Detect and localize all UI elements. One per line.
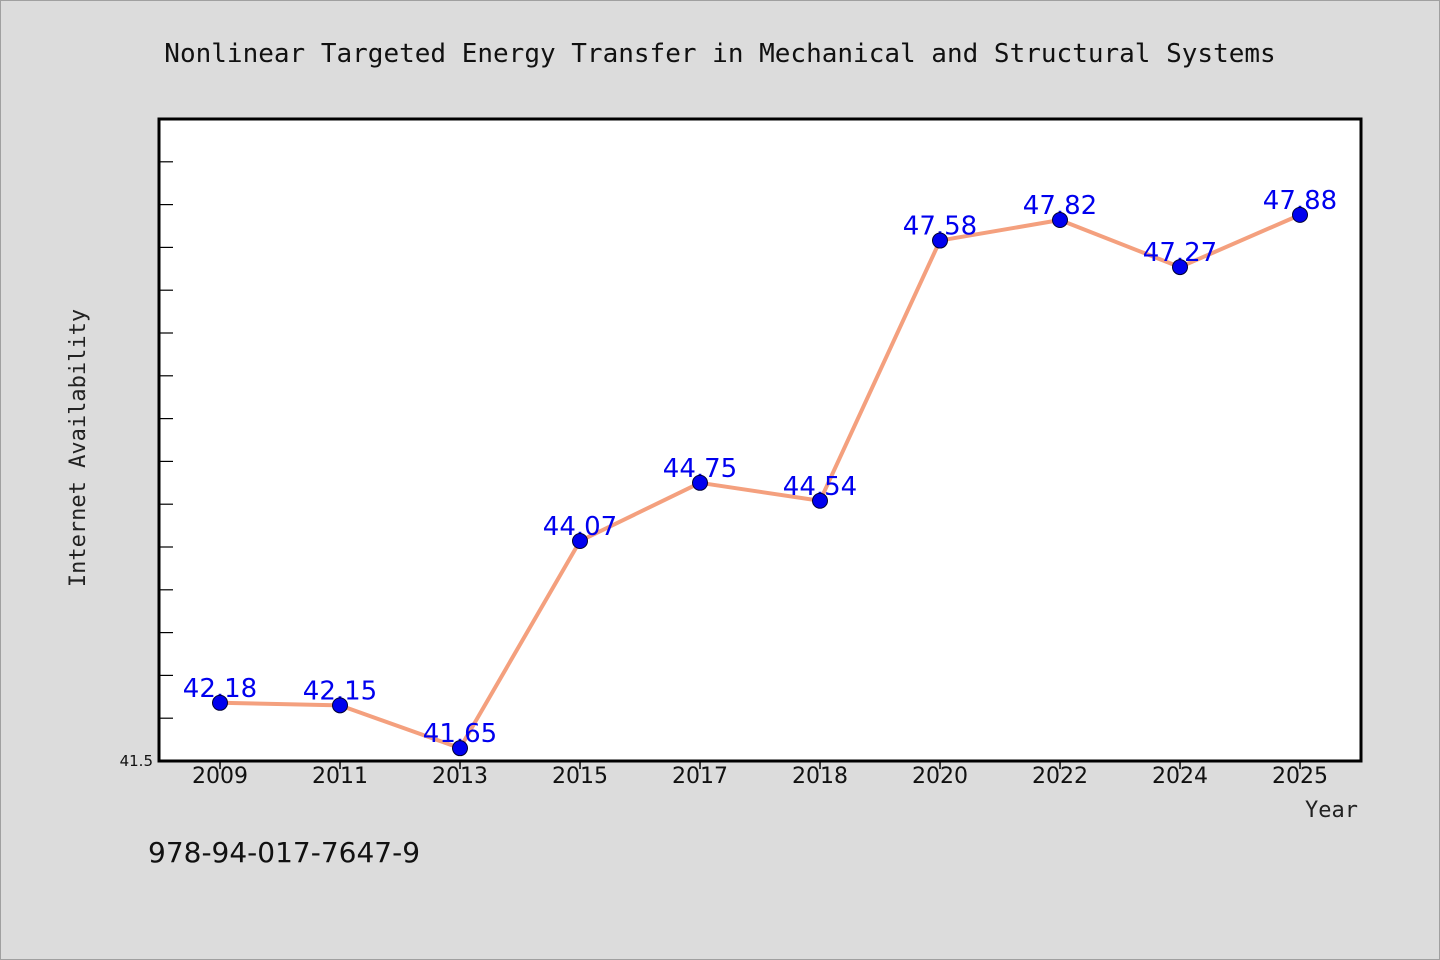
plot-frame	[157, 117, 1363, 763]
x-tick-label: 2017	[672, 764, 728, 789]
y-tick-label: 41.5	[120, 752, 153, 770]
y-axis-label: Internet Availability	[66, 309, 91, 587]
series-line	[219, 213, 1301, 751]
x-axis-label: Year	[1305, 798, 1358, 823]
x-tick-label: 2013	[432, 764, 488, 789]
x-tick-label: 2018	[792, 764, 848, 789]
x-tick-label: 2011	[312, 764, 368, 789]
chart-title: Nonlinear Targeted Energy Transfer in Me…	[164, 39, 1275, 69]
data-point	[1172, 259, 1188, 276]
data-point	[932, 232, 948, 249]
data-markers	[212, 206, 1308, 757]
x-axis-ticks: 2009 2011 2013 2015 2017 2018 2020 2022 2024 2025	[192, 761, 1328, 789]
x-tick-label: 2024	[1152, 764, 1208, 789]
data-point	[1292, 206, 1308, 223]
data-point	[572, 533, 588, 550]
data-point	[332, 697, 348, 714]
data-point	[812, 492, 828, 509]
footnote-isbn: 978-94-017-7647-9	[148, 836, 420, 869]
x-tick-label: 2015	[552, 764, 608, 789]
data-point	[1052, 212, 1068, 229]
data-point	[452, 740, 468, 757]
x-tick-label: 2020	[912, 764, 968, 789]
data-point	[692, 474, 708, 491]
series-line-group	[219, 213, 1301, 751]
x-tick-label: 2025	[1272, 764, 1328, 789]
plot-area	[159, 119, 1361, 761]
x-tick-label: 2009	[192, 764, 248, 789]
x-tick-label: 2022	[1032, 764, 1088, 789]
data-point	[212, 694, 228, 711]
